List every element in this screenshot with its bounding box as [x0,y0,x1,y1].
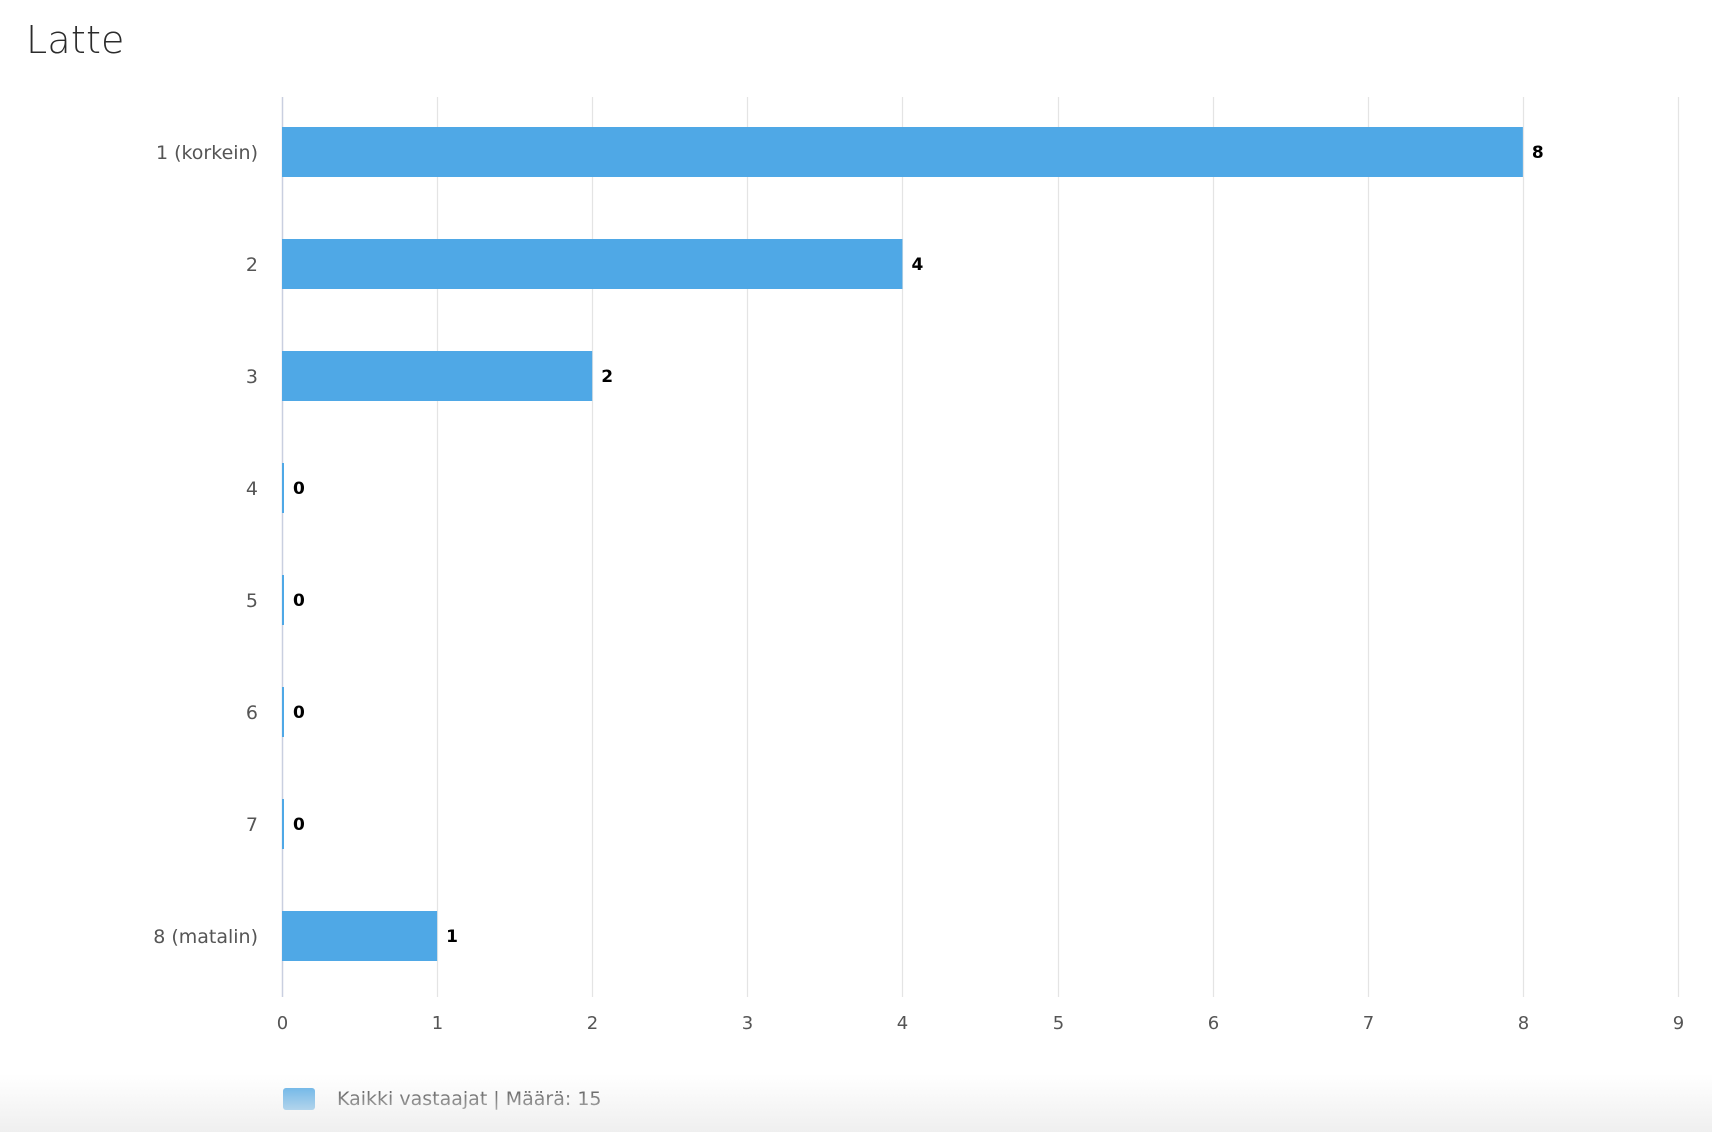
grid-lines [281,97,1680,997]
legend[interactable]: Kaikki vastaajat | Määrä: 15 [283,1088,602,1110]
bar[interactable] [282,463,284,513]
category-label: 1 (korkein) [156,142,258,164]
bar[interactable] [282,239,903,289]
chart-title: Latte [26,18,125,62]
category-label: 2 [246,254,258,276]
x-tick-label: 5 [1053,1013,1064,1034]
x-tick-label: 2 [587,1013,598,1034]
bar[interactable] [282,687,284,737]
x-tick-label: 6 [1208,1013,1219,1034]
x-tick-label: 0 [277,1013,288,1034]
category-label: 6 [246,702,258,724]
x-tick-label: 9 [1673,1013,1684,1034]
category-label: 7 [246,814,258,836]
data-label: 2 [601,367,613,387]
bar[interactable] [282,127,1523,177]
x-tick-label: 4 [897,1013,908,1034]
data-label: 4 [911,255,923,275]
x-tick-label: 3 [742,1013,753,1034]
x-tick-label: 7 [1363,1013,1374,1034]
category-labels: 1 (korkein) 2 3 4 5 6 7 8 (matalin) [153,142,258,948]
bar[interactable] [282,351,593,401]
data-label: 0 [293,479,305,499]
category-label: 8 (matalin) [153,926,258,948]
data-label: 8 [1532,143,1544,163]
data-label: 0 [293,703,305,723]
bars [282,127,1523,961]
bar[interactable] [282,911,438,961]
x-tick-label: 1 [432,1013,443,1034]
data-label: 0 [293,591,305,611]
data-label: 1 [446,927,458,947]
x-tick-label: 8 [1518,1013,1529,1034]
category-label: 4 [246,478,258,500]
legend-swatch [283,1088,315,1110]
data-labels: 8 4 2 0 0 0 0 1 [293,143,1544,947]
data-label: 0 [293,815,305,835]
legend-label: Kaikki vastaajat | Määrä: 15 [337,1088,602,1110]
bar[interactable] [282,575,284,625]
category-label: 5 [246,590,258,612]
bar[interactable] [282,799,284,849]
category-label: 3 [246,366,258,388]
x-tick-labels: 0 1 2 3 4 5 6 7 8 9 [277,1013,1684,1034]
